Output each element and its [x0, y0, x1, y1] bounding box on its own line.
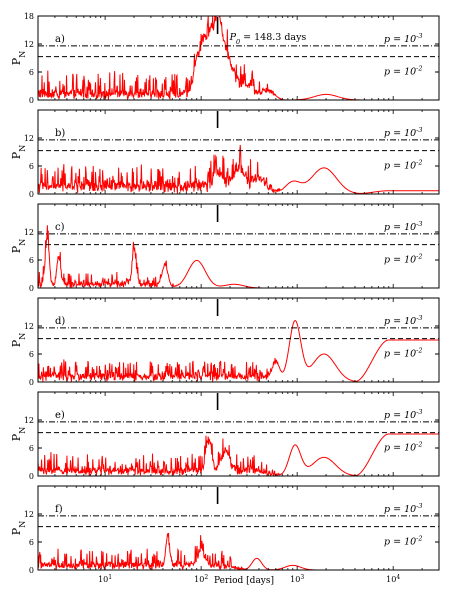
- threshold-label-1e-3: p = 10-3: [384, 502, 423, 515]
- y-tick-label: 0: [29, 190, 34, 199]
- threshold-label-1e-2: p = 10-2: [384, 65, 423, 78]
- y-tick-label: 12: [24, 40, 34, 49]
- threshold-label-1e-2: p = 10-2: [384, 535, 423, 548]
- threshold-label-1e-3: p = 10-3: [384, 32, 423, 45]
- threshold-label-1e-2: p = 10-2: [384, 441, 423, 454]
- panel-letter: e): [55, 410, 65, 421]
- y-tick-label: 6: [29, 444, 34, 453]
- periodogram-curve: [38, 144, 439, 194]
- periodogram-curve: [38, 16, 439, 100]
- panel-f: p = 10-3 p = 10-2 f) 0 6 12 PN 101 102 103 104: [10, 485, 440, 585]
- x-tick-label: 101: [98, 574, 112, 585]
- periodogram-curve: [38, 433, 439, 476]
- panel-frame: [37, 15, 440, 101]
- y-axis-label: PN: [10, 333, 27, 347]
- threshold-label-1e-2: p = 10-2: [384, 347, 423, 360]
- y-axis-label: PN: [10, 51, 27, 65]
- reference-period-annotation: P0 = 148.3 days: [229, 32, 307, 46]
- panel-frame: [37, 485, 440, 571]
- x-tick-label: 102: [194, 574, 208, 585]
- y-axis-label: PN: [10, 145, 27, 159]
- panel-e: p = 10-3 p = 10-2 e) 0 6 12 PN: [10, 391, 440, 481]
- y-tick-label: 12: [24, 322, 34, 331]
- periodogram-curve: [38, 532, 439, 570]
- periodogram-curve: [38, 320, 439, 382]
- y-tick-label: 0: [29, 566, 34, 575]
- panel-letter: f): [55, 504, 63, 515]
- panel-letter: d): [55, 316, 65, 327]
- panel-letter: c): [55, 222, 65, 233]
- x-tick-label: 104: [386, 574, 400, 585]
- panel-letter: a): [55, 34, 65, 45]
- y-tick-label: 0: [29, 284, 34, 293]
- threshold-label-1e-3: p = 10-3: [384, 408, 423, 421]
- y-tick-label: 12: [24, 416, 34, 425]
- y-tick-label: 6: [29, 538, 34, 547]
- panel-frame: [37, 391, 440, 477]
- y-tick-label: 18: [24, 12, 34, 21]
- threshold-label-1e-3: p = 10-3: [384, 314, 423, 327]
- y-axis-label: PN: [10, 239, 27, 253]
- y-tick-label: 0: [29, 96, 34, 105]
- panel-letter: b): [55, 128, 65, 139]
- periodogram-curve: [38, 225, 439, 288]
- threshold-label-1e-3: p = 10-3: [384, 126, 423, 139]
- panels-layer: p = 10-3 p = 10-2 P0 = 148.3 days a) 0 6 12 18 P…: [10, 12, 440, 585]
- x-tick-label: 103: [290, 574, 304, 585]
- y-tick-label: 6: [29, 68, 34, 77]
- y-tick-label: 12: [24, 228, 34, 237]
- y-tick-label: 6: [29, 256, 34, 265]
- y-tick-label: 6: [29, 350, 34, 359]
- y-axis-label: PN: [10, 521, 27, 535]
- panel-frame: [37, 203, 440, 289]
- panel-d: p = 10-3 p = 10-2 d) 0 6 12 PN: [10, 297, 440, 387]
- panel-c: p = 10-3 p = 10-2 c) 0 6 12 PN: [10, 203, 440, 293]
- panel-frame: [37, 109, 440, 195]
- panel-frame: [37, 297, 440, 383]
- y-axis-label: PN: [10, 427, 27, 441]
- threshold-label-1e-2: p = 10-2: [384, 159, 423, 172]
- y-tick-label: 12: [24, 134, 34, 143]
- y-tick-label: 0: [29, 378, 34, 387]
- y-tick-label: 12: [24, 510, 34, 519]
- x-axis-label: Period [days]: [214, 576, 274, 586]
- threshold-label-1e-3: p = 10-3: [384, 220, 423, 233]
- panel-b: p = 10-3 p = 10-2 b) 0 6 12 PN: [10, 109, 440, 199]
- threshold-label-1e-2: p = 10-2: [384, 253, 423, 266]
- y-tick-label: 6: [29, 162, 34, 171]
- y-tick-label: 0: [29, 472, 34, 481]
- panel-a: p = 10-3 p = 10-2 P0 = 148.3 days a) 0 6 12 18 P…: [10, 12, 440, 105]
